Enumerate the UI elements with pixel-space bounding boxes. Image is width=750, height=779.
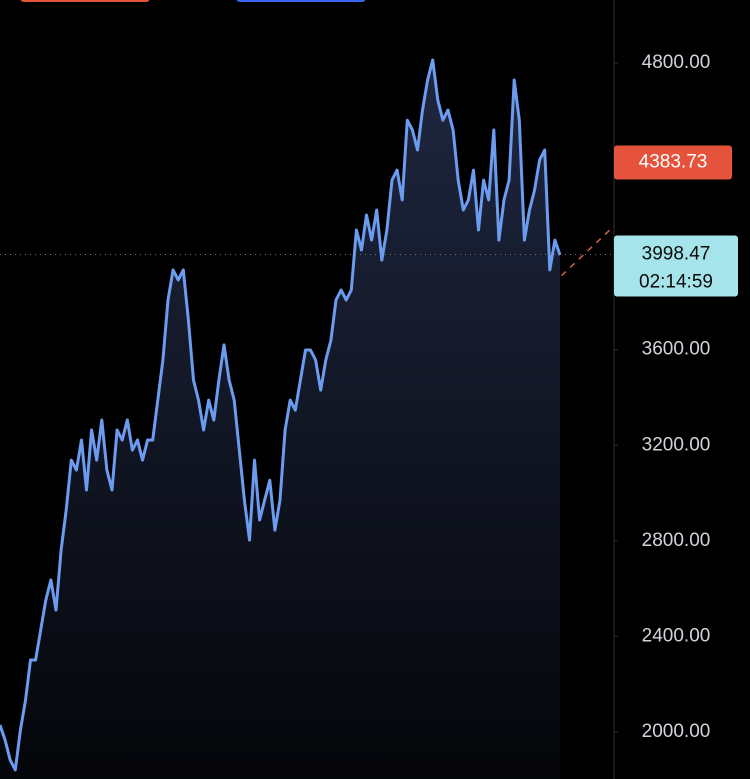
price-label: 3998.47 bbox=[642, 244, 711, 265]
countdown-label: 02:14:59 bbox=[639, 272, 713, 293]
y-tick-label: 2400.00 bbox=[642, 625, 711, 646]
area-fill bbox=[0, 60, 560, 779]
price-label: 4383.73 bbox=[639, 152, 708, 173]
y-tick-label: 3200.00 bbox=[642, 434, 711, 455]
top-button[interactable] bbox=[236, 0, 366, 2]
price-line bbox=[0, 58, 562, 772]
y-tick-label: 3600.00 bbox=[642, 339, 711, 360]
price-label-box bbox=[614, 235, 738, 297]
plot bbox=[0, 58, 562, 779]
y-tick-label: 4800.00 bbox=[642, 52, 711, 73]
y-tick-label: 2000.00 bbox=[642, 721, 711, 742]
top-button[interactable] bbox=[20, 0, 150, 2]
price-label-box bbox=[614, 145, 732, 180]
y-tick-label: 2800.00 bbox=[642, 530, 711, 551]
